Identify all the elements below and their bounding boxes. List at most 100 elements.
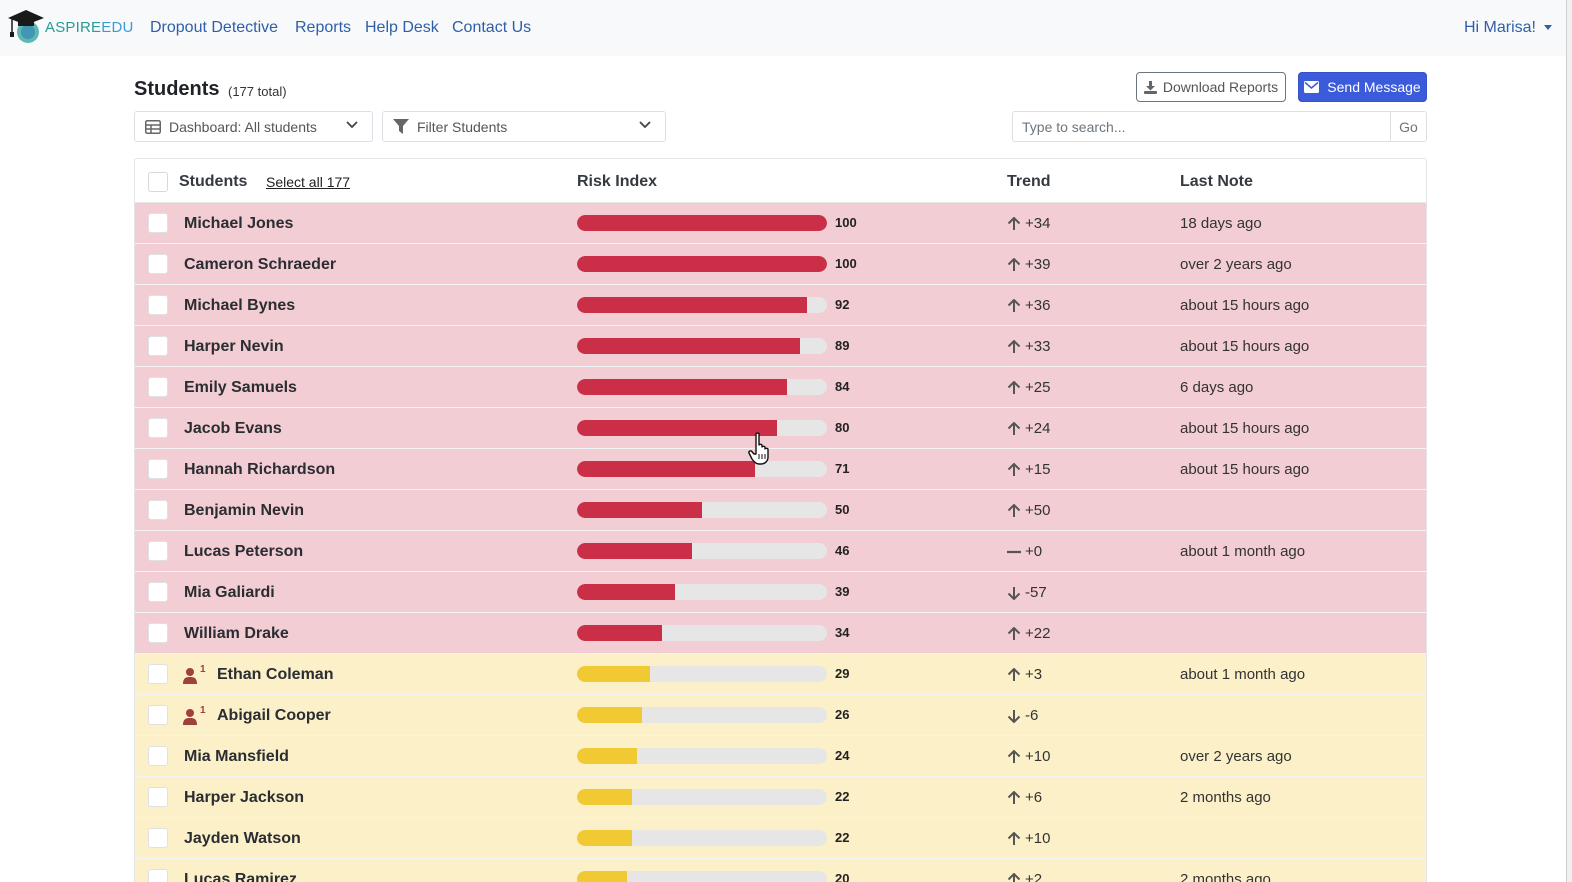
student-total: (177 total) — [228, 84, 287, 99]
row-checkbox[interactable] — [148, 623, 168, 643]
student-name[interactable]: Benjamin Nevin — [184, 502, 305, 519]
nav-dropout-detective[interactable]: Dropout Detective — [150, 19, 279, 36]
risk-bar-fill — [577, 338, 800, 354]
risk-score: 26 — [835, 707, 850, 722]
nav-help-desk[interactable]: Help Desk — [365, 19, 439, 36]
select-all-checkbox[interactable] — [148, 172, 168, 192]
row-checkbox[interactable] — [148, 664, 168, 684]
arrow-up-icon — [1007, 503, 1021, 517]
student-name[interactable]: Abigail Cooper — [217, 707, 331, 724]
risk-score: 34 — [835, 625, 850, 640]
risk-score: 22 — [835, 789, 850, 804]
brand-name: ASPIREEDU — [45, 19, 134, 36]
student-name[interactable]: Michael Bynes — [184, 297, 296, 314]
risk-score: 84 — [835, 379, 850, 394]
table-row[interactable]: Mia Galiardi 39 -57 — [135, 572, 1426, 613]
table-row[interactable]: Michael Bynes 92 +36 about 15 hours ago — [135, 285, 1426, 326]
row-checkbox[interactable] — [148, 213, 168, 233]
select-all-link[interactable]: Select all 177 — [266, 174, 351, 190]
row-checkbox[interactable] — [148, 336, 168, 356]
person-flag-icon[interactable]: 1 — [183, 665, 207, 685]
dashboard-select[interactable]: Dashboard: All students — [134, 111, 373, 142]
row-checkbox[interactable] — [148, 787, 168, 807]
risk-bar-fill — [577, 871, 627, 882]
row-checkbox[interactable] — [148, 582, 168, 602]
student-name[interactable]: Lucas Ramirez — [184, 871, 297, 882]
scrollbar[interactable] — [1566, 0, 1572, 882]
table-row[interactable]: Lucas Peterson 46 +0 about 1 month ago — [135, 531, 1426, 572]
arrow-up-icon — [1007, 790, 1021, 804]
row-checkbox[interactable] — [148, 541, 168, 561]
risk-bar-fill — [577, 830, 632, 846]
row-checkbox[interactable] — [148, 418, 168, 438]
risk-bar — [577, 338, 827, 354]
arrow-up-icon — [1007, 626, 1021, 640]
table-row[interactable]: Lucas Ramirez 20 +2 2 months ago — [135, 859, 1426, 882]
student-name[interactable]: Hannah Richardson — [184, 461, 336, 478]
row-checkbox[interactable] — [148, 705, 168, 725]
student-name[interactable]: Jacob Evans — [184, 420, 282, 437]
row-checkbox[interactable] — [148, 869, 168, 882]
row-checkbox[interactable] — [148, 500, 168, 520]
student-name[interactable]: Emily Samuels — [184, 379, 297, 396]
send-message-button[interactable]: Send Message — [1298, 72, 1427, 102]
student-name[interactable]: Michael Jones — [184, 215, 294, 232]
nav-reports[interactable]: Reports — [295, 19, 352, 36]
column-last-note[interactable]: Last Note — [1180, 173, 1253, 190]
table-row[interactable]: Emily Samuels 84 +25 6 days ago — [135, 367, 1426, 408]
table-row[interactable]: Cameron Schraeder 100 +39 over 2 years ago — [135, 244, 1426, 285]
row-checkbox[interactable] — [148, 459, 168, 479]
download-reports-button[interactable]: Download Reports — [1136, 72, 1286, 102]
table-row[interactable]: Benjamin Nevin 50 +50 — [135, 490, 1426, 531]
row-checkbox[interactable] — [148, 295, 168, 315]
table-row[interactable]: Hannah Richardson 71 +15 about 15 hours ago — [135, 449, 1426, 490]
table-row[interactable]: Harper Jackson 22 +6 2 months ago — [135, 777, 1426, 818]
column-students[interactable]: Students — [179, 173, 248, 190]
go-button[interactable]: Go — [1390, 112, 1426, 141]
brand-logo[interactable]: ASPIREEDU — [6, 8, 133, 46]
trend-value: +15 — [1025, 461, 1051, 478]
row-checkbox[interactable] — [148, 828, 168, 848]
risk-bar — [577, 789, 827, 805]
table-row[interactable]: Jayden Watson 22 +10 — [135, 818, 1426, 859]
envelope-icon — [1304, 81, 1320, 93]
flag-count: 1 — [200, 706, 206, 716]
row-checkbox[interactable] — [148, 254, 168, 274]
table-row[interactable]: William Drake 34 +22 — [135, 613, 1426, 654]
graduation-cap-icon — [8, 10, 44, 43]
student-name[interactable]: Lucas Peterson — [184, 543, 304, 560]
last-note: about 15 hours ago — [1180, 297, 1310, 314]
trend-cell: +36 — [1007, 297, 1050, 314]
student-name[interactable]: Mia Galiardi — [184, 584, 275, 601]
student-name[interactable]: William Drake — [184, 625, 289, 642]
student-name[interactable]: Mia Mansfield — [184, 748, 289, 765]
trend-cell: +25 — [1007, 379, 1050, 396]
chevron-down-icon — [346, 121, 358, 129]
row-checkbox[interactable] — [148, 746, 168, 766]
flag-count: 1 — [200, 665, 206, 675]
person-flag-icon[interactable]: 1 — [183, 706, 207, 726]
student-name[interactable]: Ethan Coleman — [217, 666, 334, 683]
column-risk-index[interactable]: Risk Index — [577, 173, 658, 190]
table-row[interactable]: Jacob Evans 80 +24 about 15 hours ago — [135, 408, 1426, 449]
table-row[interactable]: Mia Mansfield 24 +10 over 2 years ago — [135, 736, 1426, 777]
trend-value: +3 — [1025, 666, 1043, 683]
student-name[interactable]: Harper Jackson — [184, 789, 305, 806]
table-row[interactable]: Harper Nevin 89 +33 about 15 hours ago — [135, 326, 1426, 367]
trend-cell: +6 — [1007, 789, 1042, 806]
nav-contact-us[interactable]: Contact Us — [452, 19, 532, 36]
student-name[interactable]: Cameron Schraeder — [184, 256, 337, 273]
table-row[interactable]: Michael Jones 100 +34 18 days ago — [135, 203, 1426, 244]
trend-cell: +0 — [1007, 543, 1042, 560]
row-checkbox[interactable] — [148, 377, 168, 397]
filter-students-select[interactable]: Filter Students — [382, 111, 666, 142]
user-menu[interactable]: Hi Marisa! — [1464, 19, 1552, 37]
dash-icon — [1007, 550, 1021, 553]
table-row[interactable]: 1 Abigail Cooper 26 -6 — [135, 695, 1426, 736]
search-input[interactable] — [1013, 112, 1392, 141]
student-name[interactable]: Jayden Watson — [184, 830, 301, 847]
column-trend[interactable]: Trend — [1007, 173, 1051, 190]
table-row[interactable]: 1 Ethan Coleman 29 +3 about 1 month ago — [135, 654, 1426, 695]
student-name[interactable]: Harper Nevin — [184, 338, 284, 355]
risk-bar-fill — [577, 666, 650, 682]
